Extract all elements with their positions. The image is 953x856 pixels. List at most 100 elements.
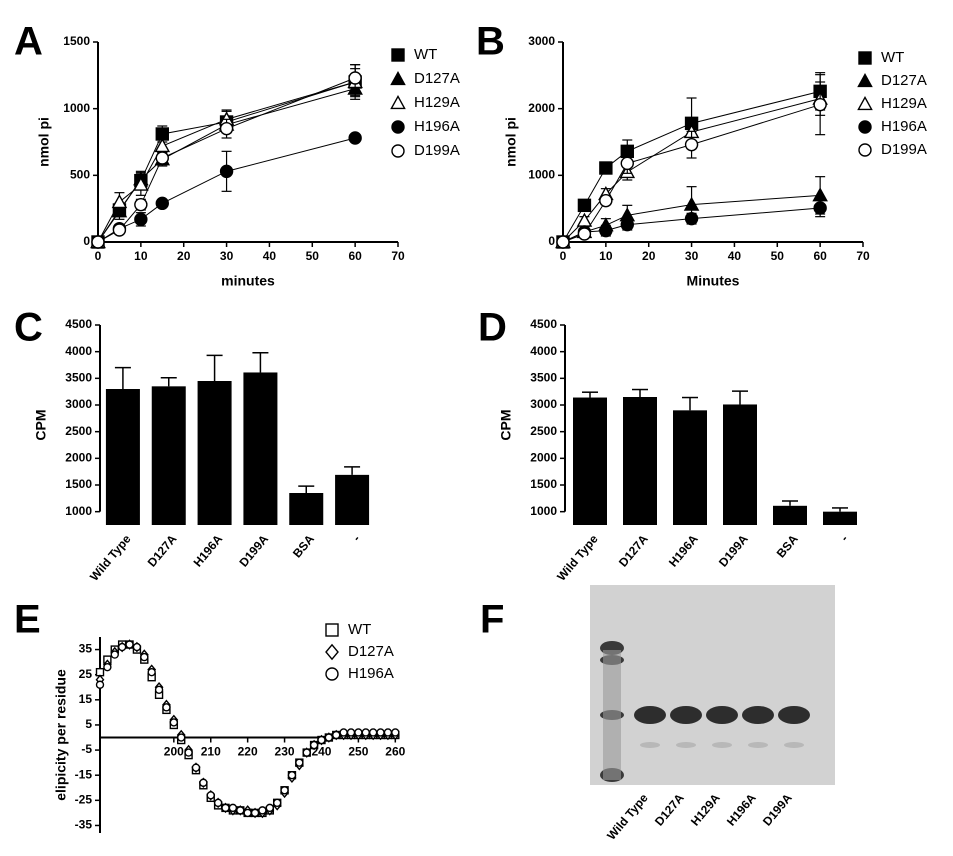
y-tick-label: 500 (70, 168, 90, 182)
faint-band (712, 742, 732, 748)
marker (206, 791, 215, 800)
x-tick-label: BSA (774, 532, 801, 561)
error-bar (682, 396, 698, 411)
panel-label: D (478, 306, 507, 350)
panel-label: E (14, 598, 41, 642)
bar (773, 505, 807, 525)
x-tick-label: BSA (290, 532, 317, 561)
gel (590, 585, 835, 785)
error-bar (298, 485, 315, 493)
marker (309, 740, 319, 750)
error-bar (114, 366, 131, 389)
marker (813, 97, 827, 112)
protein-band (778, 706, 810, 724)
x-tick-label: 30 (220, 249, 234, 263)
marker (346, 728, 356, 737)
legend-marker (390, 94, 406, 110)
x-tick-label: 20 (642, 249, 656, 263)
error-bar (344, 466, 361, 475)
y-tick-label: 15 (79, 692, 93, 706)
x-tick-label: 200 (164, 745, 184, 759)
marker (110, 650, 119, 659)
y-tick-label: 5 (85, 717, 92, 731)
y-tick-label: 3000 (65, 397, 92, 411)
error-bar (782, 500, 798, 506)
marker (140, 652, 149, 662)
y-axis-label: CPM (33, 409, 49, 440)
x-tick-label: Wild Type (554, 532, 601, 584)
faint-band (784, 742, 804, 748)
marker (272, 798, 282, 808)
legend-marker (858, 51, 872, 65)
y-tick-label: 1000 (528, 168, 555, 182)
marker (348, 71, 362, 85)
x-tick-label: 250 (348, 745, 368, 759)
y-tick-label: -5 (81, 742, 92, 756)
y-tick-label: 1000 (65, 504, 92, 518)
legend-label: H196A (414, 118, 460, 135)
marker (258, 806, 267, 815)
marker (599, 223, 613, 238)
legend-marker (857, 95, 873, 111)
legend-marker (325, 643, 339, 661)
x-tick-label: Wild Type (87, 532, 134, 584)
x-tick-label: - (350, 532, 363, 544)
marker (95, 680, 105, 689)
legend-label: H196A (881, 118, 927, 135)
x-tick-label: 70 (391, 249, 405, 263)
panel-label: B (476, 20, 505, 64)
legend-marker (391, 120, 405, 134)
legend-label: WT (881, 49, 904, 66)
legend-label: H129A (414, 94, 460, 111)
x-tick-label: D127A (616, 532, 651, 570)
marker (302, 748, 311, 757)
y-tick-label: 1000 (63, 101, 90, 115)
marker (383, 728, 393, 737)
marker (199, 778, 208, 787)
faint-band (640, 742, 660, 748)
y-tick-label: 1500 (65, 477, 92, 491)
x-tick-label: 10 (134, 249, 148, 263)
marker (361, 728, 370, 737)
legend-label: D127A (348, 643, 394, 660)
protein-band (670, 706, 702, 724)
x-tick-label: H196A (191, 532, 226, 570)
marker (155, 196, 169, 211)
protein-band (706, 706, 738, 724)
x-tick-label: 70 (856, 249, 870, 263)
y-tick-label: -25 (75, 793, 93, 807)
y-tick-label: 3000 (528, 34, 555, 48)
bar (289, 493, 324, 525)
marker (577, 198, 592, 213)
bar (623, 397, 657, 525)
error-bar (206, 354, 223, 381)
error-bar (582, 391, 598, 398)
marker (348, 131, 362, 145)
x-tick-label: 0 (560, 249, 567, 263)
marker (103, 662, 112, 672)
y-tick-label: 1500 (63, 34, 90, 48)
bar (823, 511, 857, 525)
lane-label: H196A (724, 791, 759, 829)
y-tick-label: 4000 (530, 344, 557, 358)
x-axis-label: minutes (221, 273, 275, 289)
y-tick-label: 1000 (530, 504, 557, 518)
legend-label: WT (348, 621, 371, 638)
marker (155, 151, 169, 165)
y-tick-label: 0 (548, 234, 555, 248)
lane-label: Wild Type (604, 791, 651, 843)
marker (354, 728, 363, 737)
x-tick-label: H196A (666, 532, 701, 570)
error-bar (252, 351, 269, 373)
lane-label: D127A (652, 791, 687, 829)
y-axis-label: elipicity per residue (53, 669, 69, 801)
y-tick-label: 2000 (65, 451, 92, 465)
marker (191, 763, 201, 772)
marker (111, 193, 128, 209)
marker (599, 161, 613, 175)
legend-marker (390, 70, 406, 86)
panel-label: F (480, 598, 504, 642)
marker (228, 803, 238, 813)
x-tick-label: 20 (177, 249, 191, 263)
y-tick-label: 35 (79, 642, 93, 656)
